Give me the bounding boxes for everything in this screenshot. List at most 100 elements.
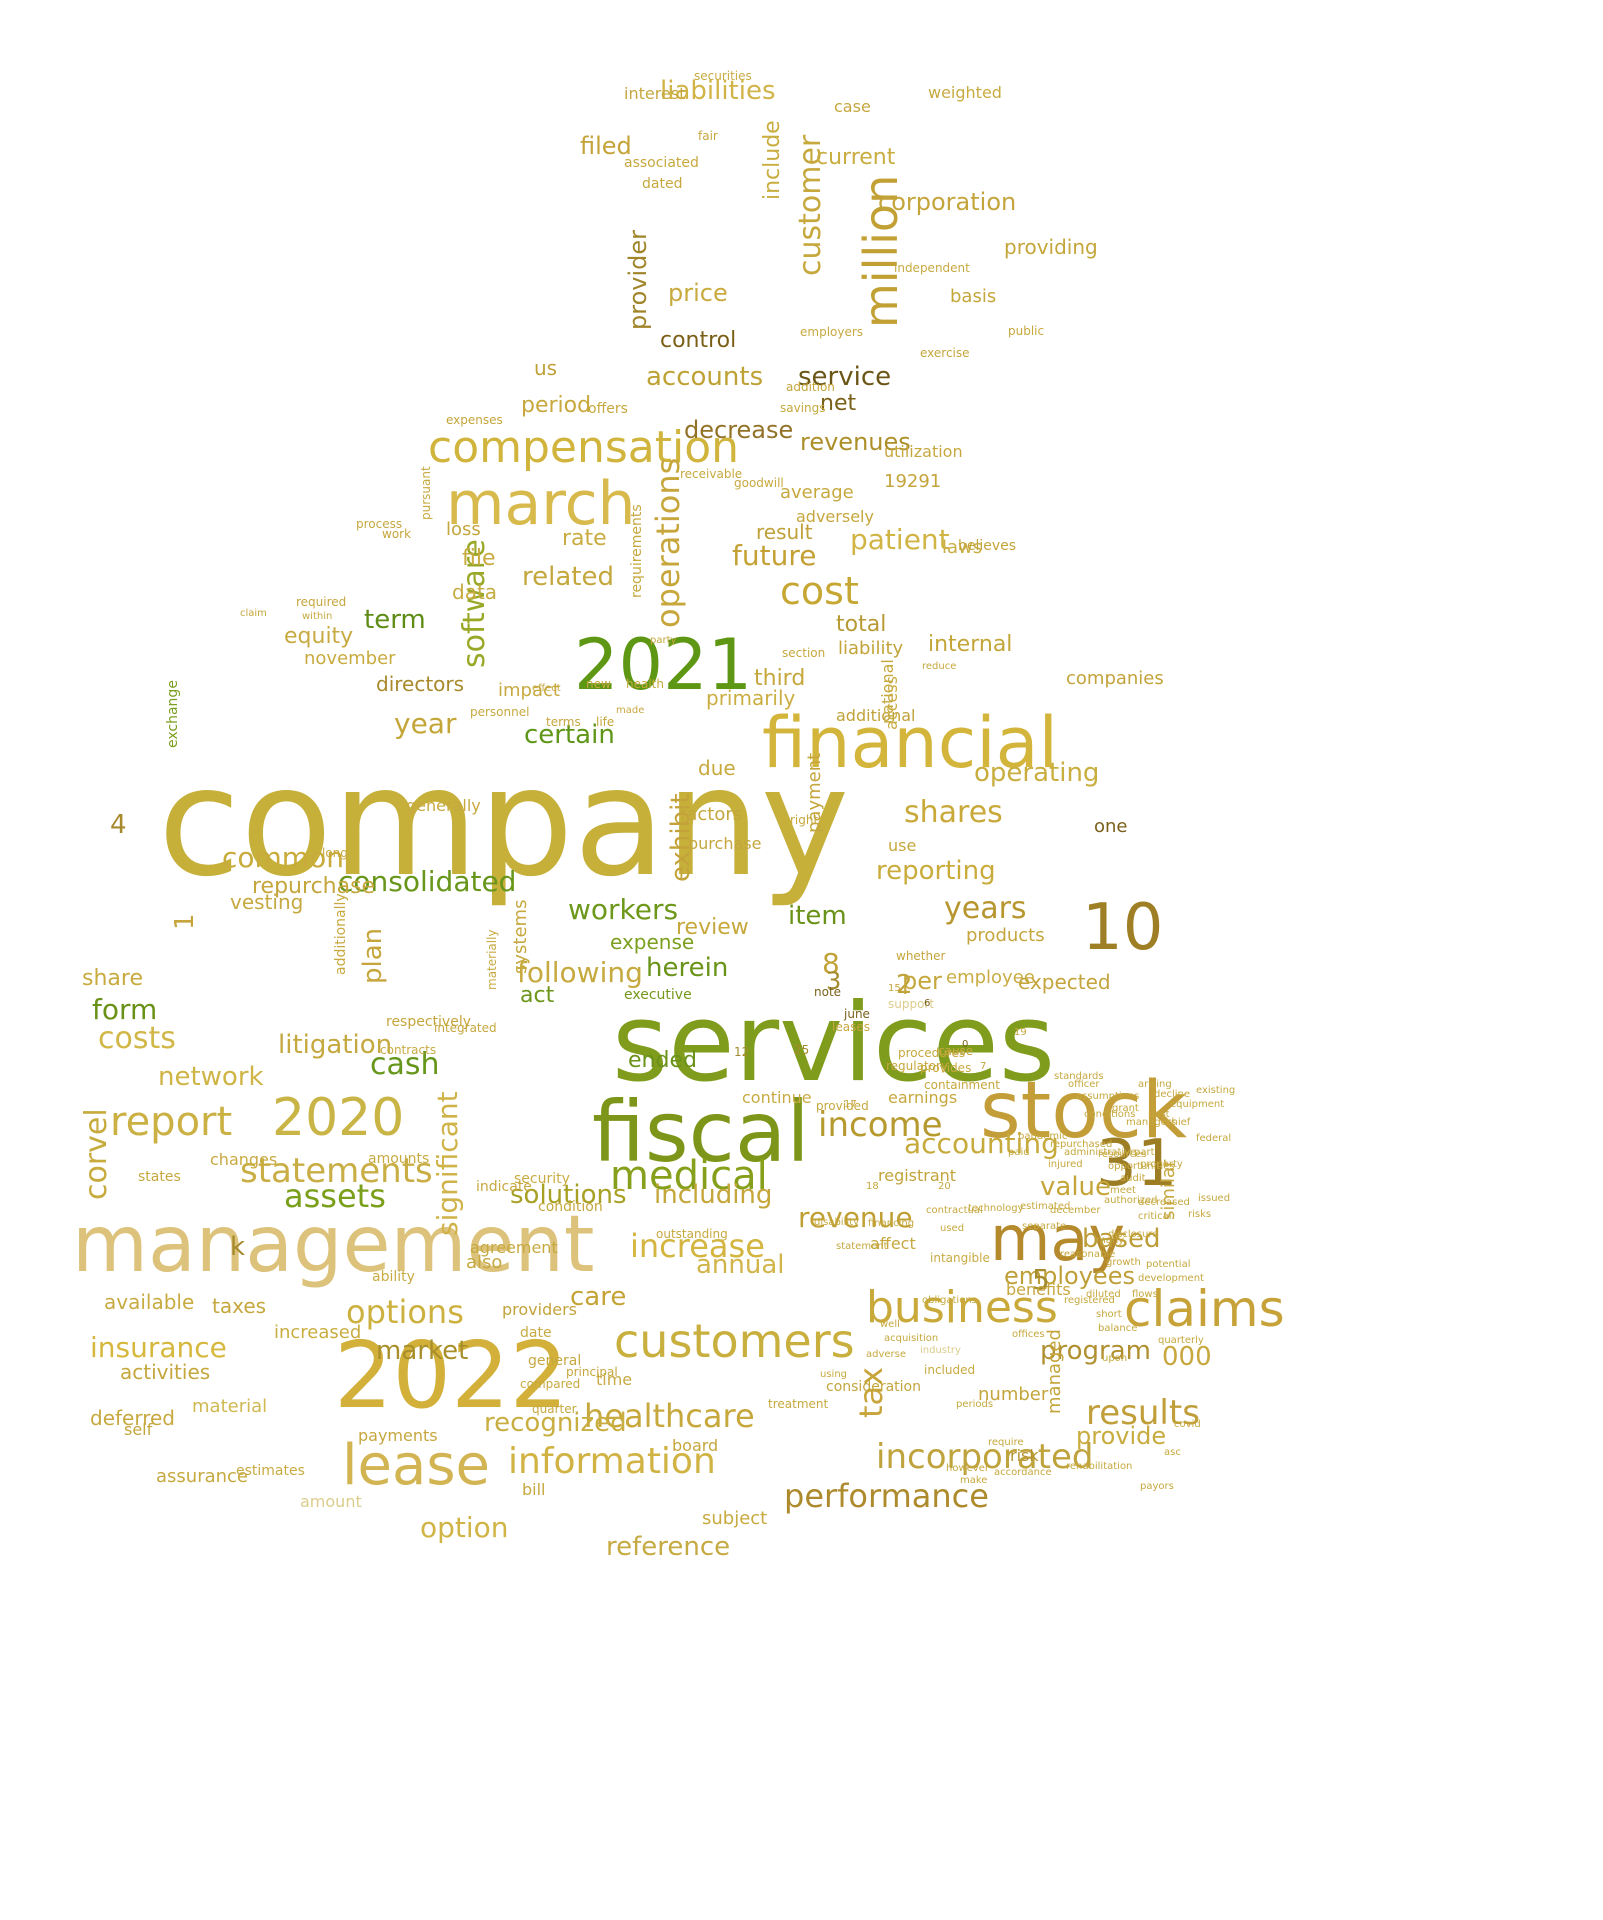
cloud-word-19291: 19291 <box>884 471 942 492</box>
cloud-word-significant: significant <box>431 1091 464 1236</box>
cloud-word-year: year <box>394 707 457 740</box>
cloud-word-states: states <box>138 1169 181 1185</box>
cloud-word-information: information <box>508 1441 716 1482</box>
cloud-word-critical: critical <box>1138 1211 1172 1222</box>
cloud-word-control: control <box>660 328 737 353</box>
cloud-word-provide: provide <box>1076 1422 1167 1450</box>
cloud-word-expenses: expenses <box>446 413 503 427</box>
cloud-word-medical: medical <box>610 1153 768 1199</box>
cloud-word-one: one <box>1094 816 1128 837</box>
cloud-word-receivable: receivable <box>680 467 743 481</box>
cloud-word-bill: bill <box>522 1480 546 1499</box>
cloud-word-reduce: reduce <box>922 661 957 672</box>
cloud-word-7: 7 <box>980 1061 987 1072</box>
cloud-word-treatment: treatment <box>768 1397 829 1411</box>
cloud-word-report: report <box>110 1099 233 1145</box>
cloud-word-third: third <box>754 666 806 691</box>
cloud-word-incorporated: incorporated <box>876 1437 1094 1477</box>
cloud-word-dated: dated <box>642 176 683 192</box>
cloud-word-k: k <box>230 1232 246 1262</box>
cloud-word-condition: condition <box>538 1199 603 1215</box>
cloud-word-board: board <box>672 1436 719 1455</box>
cloud-word-reference: reference <box>606 1532 731 1562</box>
cloud-word-17: 17 <box>844 1099 857 1110</box>
cloud-word-expense: expense <box>610 930 695 954</box>
cloud-word-case: case <box>834 97 871 116</box>
cloud-word-grant: grant <box>1112 1103 1139 1114</box>
cloud-word-business: business <box>866 1282 1058 1333</box>
cloud-word-2022: 2022 <box>334 1322 569 1429</box>
cloud-word-offers: offers <box>588 401 628 417</box>
cloud-word-number: number <box>978 1384 1049 1405</box>
cloud-word-risks: risks <box>1188 1209 1212 1220</box>
cloud-word-whether: whether <box>896 949 946 963</box>
cloud-word-decline: decline <box>1154 1089 1191 1100</box>
cloud-word-injured: injured <box>1048 1159 1083 1170</box>
cloud-word-claims: claims <box>1124 1280 1285 1338</box>
cloud-word-consideration: consideration <box>826 1379 921 1395</box>
cloud-word-well: well <box>880 1319 900 1330</box>
cloud-word-quarterly: quarterly <box>1158 1335 1204 1346</box>
cloud-word-include: include <box>760 120 785 200</box>
cloud-word-date: date <box>520 1325 552 1341</box>
cloud-word-acquisition: acquisition <box>884 1333 939 1344</box>
cloud-word-flows: flows <box>1132 1289 1158 1300</box>
cloud-word-ability: ability <box>372 1269 415 1285</box>
cloud-word-self: self <box>124 1420 153 1439</box>
cloud-word-results: results <box>1086 1393 1200 1433</box>
cloud-word-due: due <box>698 756 736 780</box>
cloud-word-december: december <box>1050 1205 1101 1216</box>
cloud-word-paid: paid <box>1008 1147 1030 1158</box>
cloud-word-employers: employers <box>800 325 864 339</box>
cloud-word-management: management <box>72 1200 595 1290</box>
cloud-word-act: act <box>520 983 555 1008</box>
cloud-word-care: care <box>570 1282 627 1312</box>
cloud-word-certain: certain <box>524 720 615 750</box>
cloud-word-fiscal: fiscal <box>592 1083 810 1181</box>
cloud-word-6: 6 <box>924 998 931 1009</box>
cloud-word-potential: potential <box>1146 1259 1191 1270</box>
cloud-word-section: section <box>782 646 826 660</box>
cloud-word-claim: claim <box>240 608 267 619</box>
cloud-word-materially: materially <box>485 929 499 990</box>
cloud-word-loss: loss <box>446 519 481 540</box>
cloud-word-12: 12 <box>734 1045 750 1059</box>
cloud-word-2020: 2020 <box>272 1088 405 1148</box>
cloud-word-provides: provides <box>920 1061 972 1075</box>
cloud-word-customers: customers <box>614 1314 855 1368</box>
cloud-word-recognized: recognized <box>484 1408 627 1438</box>
cloud-word-accordance: accordance <box>994 1467 1052 1478</box>
cloud-word-obligations: obligations <box>922 1295 977 1306</box>
cloud-word-item: item <box>788 901 847 931</box>
cloud-word-revenues: revenues <box>800 428 911 456</box>
cloud-word-included: included <box>924 1363 976 1377</box>
cloud-word-value: value <box>1040 1172 1112 1202</box>
cloud-word-additionally: additionally <box>333 893 349 975</box>
cloud-word-employees: employees <box>1004 1262 1135 1290</box>
cloud-word-result: result <box>756 520 813 544</box>
cloud-word-additional: additional <box>836 706 916 725</box>
cloud-word-corvel: corvel <box>79 1108 114 1200</box>
cloud-word-exchange: exchange <box>165 680 181 748</box>
cloud-word-note: note <box>814 985 842 999</box>
cloud-word-available: available <box>104 1290 195 1314</box>
cloud-word-network: network <box>158 1062 264 1092</box>
cloud-word-annual: annual <box>696 1250 785 1280</box>
cloud-word-pursuant: pursuant <box>419 466 433 520</box>
cloud-word-amounts: amounts <box>368 1151 430 1167</box>
cloud-word-continue: continue <box>742 1088 812 1107</box>
cloud-word-subject: subject <box>702 1508 768 1529</box>
cloud-word-earnings: earnings <box>888 1088 958 1107</box>
cloud-word-directors: directors <box>376 672 465 696</box>
cloud-word-however: however <box>946 1463 989 1474</box>
cloud-word-8: 8 <box>822 947 840 980</box>
cloud-word-decreased: decreased <box>1138 1197 1190 1208</box>
cloud-word-employee: employee <box>946 967 1035 988</box>
cloud-word-patient: patient <box>850 523 950 556</box>
cloud-word-party: party <box>650 635 677 646</box>
cloud-word-price: price <box>668 279 728 307</box>
cloud-word-option: option <box>420 1511 509 1544</box>
cloud-word-related: related <box>522 562 614 592</box>
cloud-word-opportunities: opportunities <box>1108 1161 1175 1172</box>
cloud-word-products: products <box>966 925 1045 946</box>
